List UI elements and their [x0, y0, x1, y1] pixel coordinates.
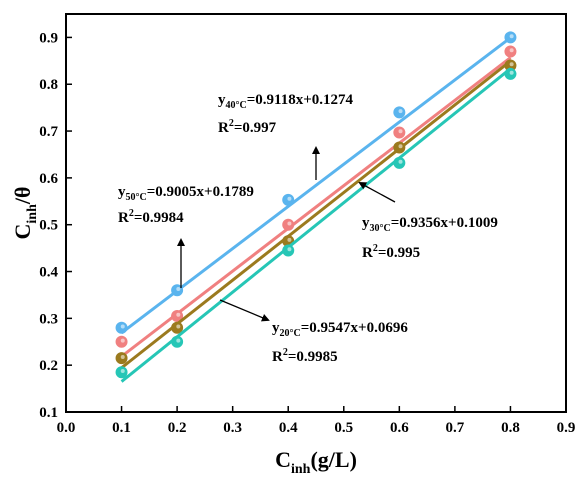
data-point-highlight: [176, 338, 181, 343]
annotation-30c: y30°C=0.9356x+0.1009 R2=0.995: [362, 215, 498, 261]
x-tick-label: 0.8: [501, 420, 520, 436]
y-axis-title: Cinh/θ: [10, 187, 40, 240]
data-point-highlight: [120, 338, 125, 343]
y-tick-label: 0.3: [39, 311, 58, 327]
y-tick-label: 0.5: [39, 218, 58, 234]
fit-line-t20: [120, 67, 512, 383]
data-point-highlight: [176, 312, 181, 317]
data-point-highlight: [287, 247, 292, 252]
arrows-layer: [177, 146, 396, 322]
fit-line-t30: [120, 59, 512, 369]
data-point-highlight: [398, 144, 403, 149]
y-tick-label: 0.7: [39, 124, 58, 140]
x-tick-label: 0.0: [57, 420, 76, 436]
r2-40c: R2=0.997: [218, 118, 277, 136]
arrow-20c: [219, 299, 270, 322]
y-tick-label: 0.2: [39, 358, 58, 374]
data-point-highlight: [287, 196, 292, 201]
equation-20c: y20°C=0.9547x+0.0696: [272, 320, 408, 339]
x-tick-label: 0.4: [279, 420, 298, 436]
x-tick-label: 0.1: [112, 420, 131, 436]
equation-30c: y30°C=0.9356x+0.1009: [362, 215, 498, 234]
x-tick-label: 0.3: [223, 420, 242, 436]
annotation-50c: y50°C=0.9005x+0.1789 R2=0.9984: [118, 184, 254, 226]
y-tick-label: 0.1: [39, 405, 58, 421]
series-t40: [115, 45, 517, 358]
data-point-highlight: [398, 159, 403, 164]
y-tick-label: 0.9: [39, 30, 58, 46]
x-axis-title: Cinh(g/L): [275, 447, 357, 477]
data-point-highlight: [398, 129, 403, 134]
arrow-30c: [358, 182, 396, 203]
data-point-highlight: [509, 34, 514, 39]
fit-line-t40: [120, 56, 512, 358]
data-point-highlight: [287, 237, 292, 242]
data-point-highlight: [176, 287, 181, 292]
data-point-highlight: [509, 70, 514, 75]
data-point-highlight: [509, 62, 514, 67]
data-point-highlight: [120, 354, 125, 359]
series-t20: [115, 67, 517, 383]
annotation-40c: y40°C=0.9118x+0.1274 R2=0.997: [218, 92, 354, 136]
y-tick-label: 0.4: [39, 265, 58, 281]
data-point-highlight: [398, 109, 403, 114]
y-tick-label: 0.8: [39, 77, 58, 93]
data-point-highlight: [120, 324, 125, 329]
ticks-layer: 0.0 0.1 0.2 0.3 0.4 0.5 0.6 0.7 0.8 0.90.10.20.30…: [39, 30, 575, 436]
r2-30c: R2=0.995: [362, 243, 420, 261]
r2-50c: R2=0.9984: [118, 208, 184, 226]
x-tick-label: 0.5: [334, 420, 353, 436]
x-tick-label: 0.7: [446, 420, 465, 436]
series-t50: [115, 31, 517, 335]
x-tick-label: 0.6: [390, 420, 409, 436]
equation-50c: y50°C=0.9005x+0.1789: [118, 184, 254, 203]
fit-line-t50: [120, 36, 512, 335]
data-point-highlight: [176, 324, 181, 329]
y-tick-label: 0.6: [39, 171, 58, 187]
plot-frame: [65, 13, 567, 413]
x-tick-label: 0.2: [168, 420, 187, 436]
data-point-highlight: [509, 48, 514, 53]
data-point-highlight: [287, 221, 292, 226]
annotation-20c: y20°C=0.9547x+0.0696 R2=0.9985: [272, 320, 408, 365]
r2-20c: R2=0.9985: [272, 347, 338, 365]
equation-40c: y40°C=0.9118x+0.1274: [218, 92, 354, 111]
x-tick-label: 0.9: [557, 420, 576, 436]
marks-layer: [115, 31, 517, 383]
data-point-highlight: [120, 369, 125, 373]
